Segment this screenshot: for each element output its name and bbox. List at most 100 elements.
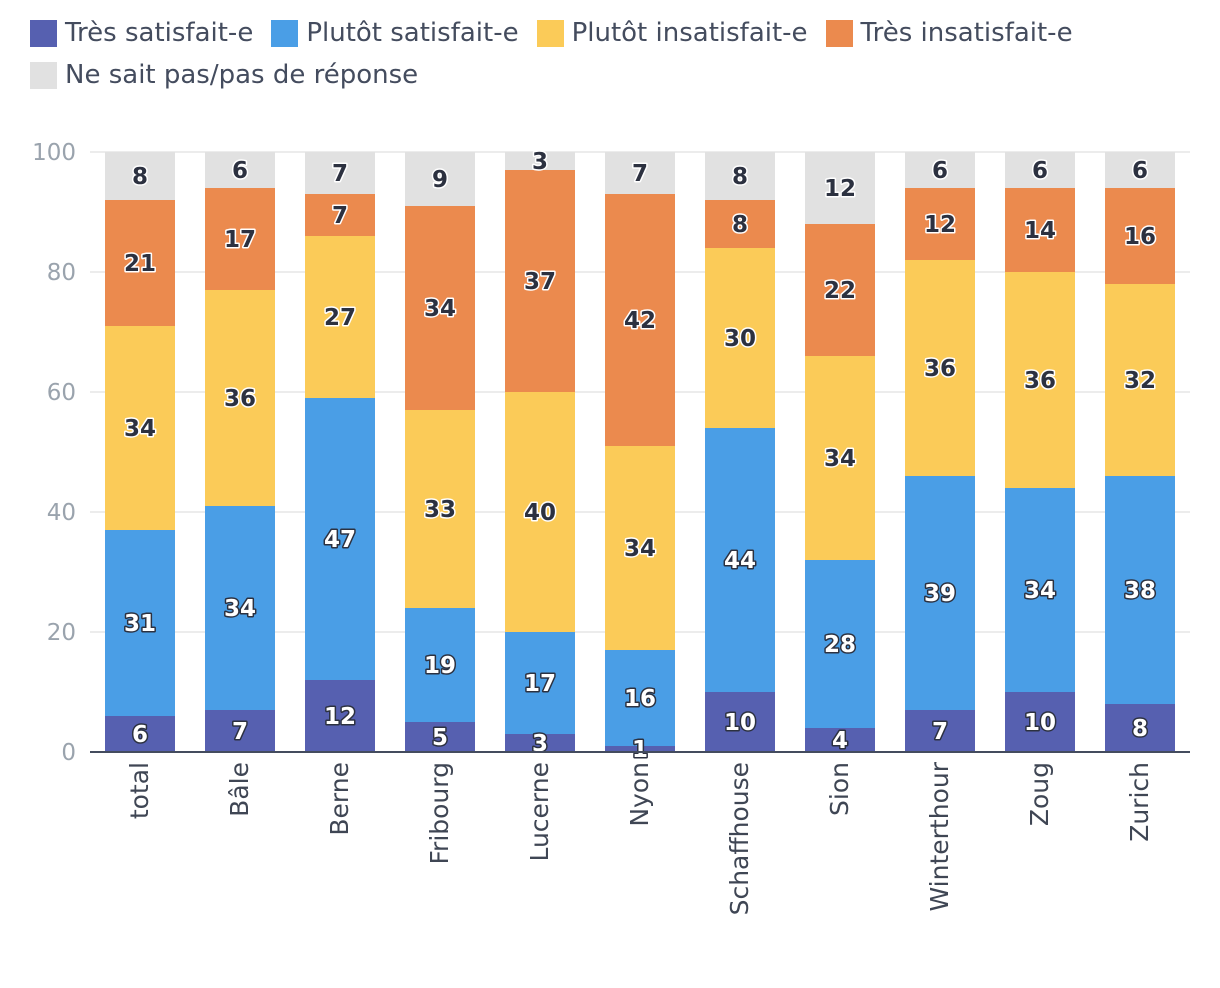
data-label: 33: [424, 497, 456, 523]
bar-segment: [1005, 692, 1075, 752]
legend-swatch: [536, 19, 564, 47]
bar-segment: [305, 236, 375, 398]
bar-segment: [805, 152, 875, 224]
data-label: 42: [624, 308, 656, 334]
data-label: 14: [1024, 218, 1056, 244]
x-tick-label: Winterthour: [925, 761, 954, 911]
data-label: 39: [924, 581, 956, 607]
data-label: 8: [132, 164, 148, 190]
data-label: 4: [832, 728, 848, 754]
legend-row-2: Ne sait pas/pas de réponse: [30, 54, 1190, 96]
bar-segment: [805, 356, 875, 560]
bar-segment: [905, 710, 975, 752]
bar-segment: [1105, 704, 1175, 752]
data-label: 34: [424, 296, 456, 322]
bar-segment: [805, 728, 875, 752]
bar-segment: [705, 152, 775, 200]
bar-segment: [1005, 188, 1075, 272]
bar-segment: [1005, 272, 1075, 488]
data-label: 36: [1024, 368, 1056, 394]
legend-label: Très satisfait-e: [65, 18, 254, 48]
y-tick-label: 0: [61, 740, 76, 766]
bar-segment: [605, 746, 675, 752]
data-label: 5: [432, 725, 448, 751]
bar-segment: [105, 152, 175, 200]
data-label: 10: [1024, 710, 1056, 736]
data-label: 36: [224, 386, 256, 412]
data-label: 10: [724, 710, 756, 736]
data-label: 34: [224, 596, 256, 622]
data-label: 12: [824, 176, 856, 202]
legend-item-plutot-satisfait[interactable]: Plutôt satisfait-e: [271, 18, 519, 48]
legend-row-1: Très satisfait-e Plutôt satisfait-e Plut…: [30, 12, 1190, 54]
bar-segment: [105, 716, 175, 752]
data-label: 34: [624, 536, 656, 562]
bar-segment: [305, 152, 375, 194]
y-tick-label: 100: [32, 140, 76, 166]
legend-label: Plutôt insatisfait-e: [571, 18, 808, 48]
data-label: 38: [1124, 578, 1156, 604]
data-label: 34: [1024, 578, 1056, 604]
bar-segment: [705, 428, 775, 692]
data-label: 6: [1132, 158, 1148, 184]
data-label: 3: [532, 149, 548, 175]
data-label: 7: [332, 203, 348, 229]
y-tick-label: 60: [47, 380, 76, 406]
x-tick-label: Zoug: [1025, 762, 1054, 826]
data-label: 7: [332, 161, 348, 187]
x-tick-label: Nyon: [625, 762, 654, 827]
bar-segment: [605, 194, 675, 446]
bar-segment: [605, 152, 675, 194]
bar-segment: [1105, 188, 1175, 284]
legend-item-tres-insatisfait[interactable]: Très insatisfait-e: [825, 18, 1073, 48]
data-label: 32: [1124, 368, 1156, 394]
legend-swatch: [30, 19, 57, 47]
x-tick-label: Sion: [825, 762, 854, 816]
bar-segment: [305, 194, 375, 236]
legend-item-plutot-insatisfait[interactable]: Plutôt insatisfait-e: [536, 18, 808, 48]
legend-swatch: [825, 19, 853, 47]
data-label: 16: [1124, 224, 1156, 250]
legend-item-ne-sait-pas[interactable]: Ne sait pas/pas de réponse: [30, 60, 418, 90]
bar-segment: [905, 476, 975, 710]
data-label: 8: [1132, 716, 1148, 742]
legend-label: Ne sait pas/pas de réponse: [65, 60, 419, 90]
bar-segment: [905, 188, 975, 260]
data-label: 44: [724, 548, 756, 574]
bar-segment: [405, 608, 475, 722]
legend-label: Plutôt satisfait-e: [306, 18, 519, 48]
x-tick-label: Bâle: [225, 762, 254, 817]
data-label: 8: [732, 212, 748, 238]
bar-segment: [405, 206, 475, 410]
y-tick-label: 80: [47, 260, 76, 286]
bar-segment: [505, 632, 575, 734]
data-label: 17: [524, 671, 556, 697]
data-label: 22: [824, 278, 856, 304]
data-label: 6: [932, 158, 948, 184]
x-tick-label: Fribourg: [425, 762, 454, 865]
y-tick-label: 20: [47, 620, 76, 646]
y-tick-label: 40: [47, 500, 76, 526]
bar-segment: [505, 392, 575, 632]
bar-segment: [205, 152, 275, 188]
bar-segment: [305, 398, 375, 680]
data-label: 19: [424, 653, 456, 679]
bar-segment: [205, 290, 275, 506]
bar-segment: [805, 224, 875, 356]
data-label: 30: [724, 326, 756, 352]
bar-segment: [405, 722, 475, 752]
x-tick-label: Lucerne: [525, 762, 554, 862]
legend-swatch: [30, 61, 57, 89]
legend-item-tres-satisfait[interactable]: Très satisfait-e: [30, 18, 253, 48]
data-label: 28: [824, 632, 856, 658]
data-label: 47: [324, 527, 356, 553]
bar-segment: [205, 710, 275, 752]
bar-segment: [605, 446, 675, 650]
data-label: 1: [632, 737, 648, 763]
legend-swatch: [271, 19, 299, 47]
data-label: 12: [324, 704, 356, 730]
bar-segment: [505, 734, 575, 752]
data-label: 37: [524, 269, 556, 295]
bar-segment: [105, 200, 175, 326]
bar-segment: [805, 560, 875, 728]
